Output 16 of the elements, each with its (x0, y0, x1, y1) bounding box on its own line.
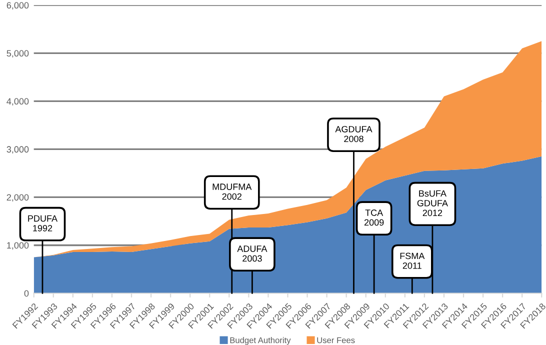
annotation: ADUFA 2003 (237, 246, 268, 262)
legend-label: Budget Authority (230, 337, 291, 345)
y-tick-label: 5,000 (6, 50, 29, 58)
y-tick-label: 0 (24, 290, 29, 297)
y-tick-label: 3,000 (6, 146, 29, 154)
annotation: TCA 2009 (364, 210, 384, 226)
annotation: BsUFA GDUFA 2012 (417, 190, 448, 216)
y-tick-label: 2,000 (6, 194, 29, 202)
y-tick-label: 1,000 (7, 242, 29, 250)
y-tick-label: 4,000 (6, 98, 29, 106)
legend-label: User Fees (317, 337, 355, 344)
annotation: FSMA 2011 (400, 252, 425, 269)
y-tick-label: 6,000 (6, 2, 29, 10)
annotation: MDUFMA 2002 (212, 184, 252, 200)
annotation: PDUFA 1992 (28, 215, 58, 232)
annotation: AGDUFA 2008 (335, 126, 372, 142)
